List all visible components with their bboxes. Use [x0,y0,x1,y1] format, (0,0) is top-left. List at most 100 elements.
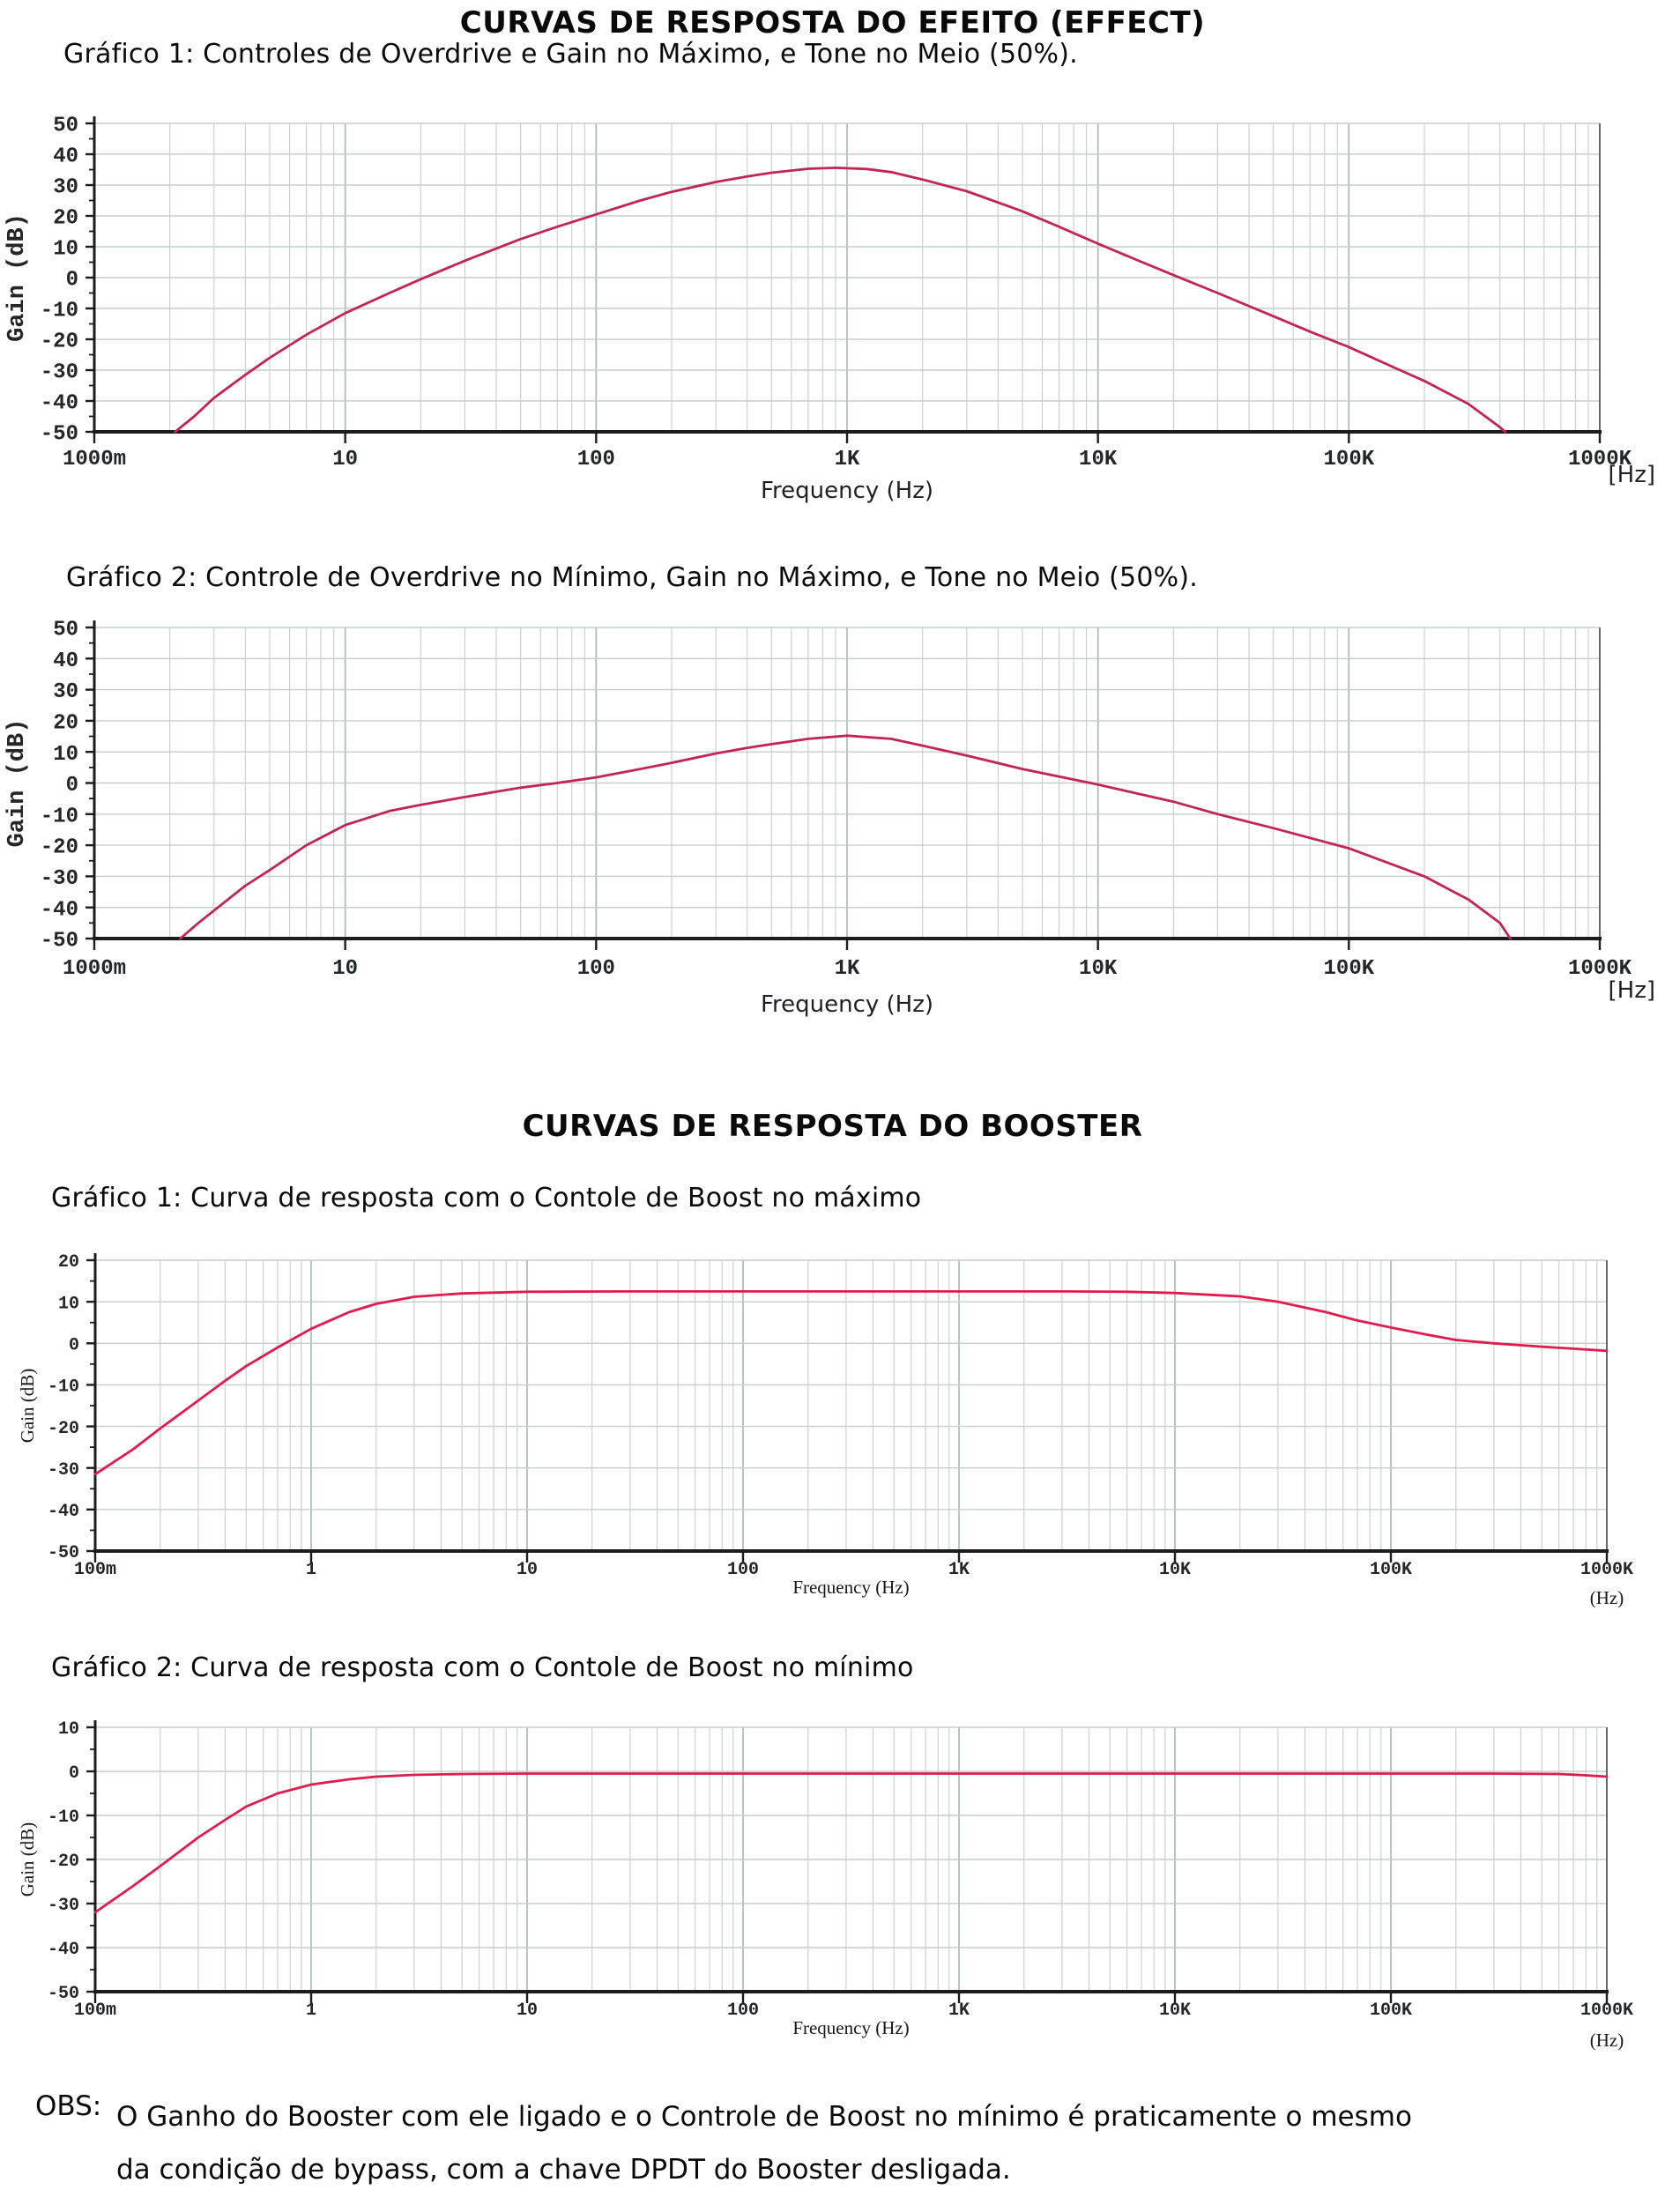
booster-chart-1-plot: -50 -40 -30 -20 -10 0 10 20 100m 1 10 100 1K 10K 100K 1… [17,1252,1633,1608]
svg-text:-10: -10 [41,805,78,828]
svg-text:1000K: 1000K [1568,448,1632,471]
axes [85,620,1602,950]
svg-text:20: 20 [53,207,78,231]
svg-text:100m: 100m [74,2000,116,2021]
svg-text:100K: 100K [1324,957,1375,981]
axes [86,1720,1609,2003]
effect-chart-2-subtitle: Gráfico 2: Controle de Overdrive no Míni… [66,562,1198,593]
svg-text:1: 1 [306,1560,316,1580]
svg-text:100m: 100m [74,1560,116,1580]
svg-text:10K: 10K [1079,957,1118,981]
x-axis-label: Frequency (Hz) [792,2017,909,2038]
svg-text:-20: -20 [48,1852,79,1872]
svg-text:30: 30 [53,680,78,704]
svg-text:40: 40 [53,145,78,169]
svg-text:-10: -10 [48,1377,79,1398]
svg-text:100: 100 [727,2000,759,2021]
svg-text:1000K: 1000K [1580,1560,1633,1580]
svg-text:40: 40 [53,649,78,673]
svg-text:-40: -40 [48,1940,79,1960]
svg-text:100: 100 [727,1560,759,1580]
effect-section-title: CURVAS DE RESPOSTA DO EFEITO (EFFECT) [459,5,1206,41]
obs-note: OBS: O Ganho do Booster com ele ligado e… [35,2090,1622,2196]
svg-text:10: 10 [53,743,78,767]
svg-text:-40: -40 [48,1502,79,1522]
axes [86,1253,1609,1563]
svg-text:1000m: 1000m [63,957,126,981]
svg-text:50: 50 [53,619,78,642]
svg-text:-10: -10 [41,300,78,323]
svg-text:10: 10 [332,448,358,471]
svg-text:100: 100 [577,957,615,981]
x-unit-label: (Hz) [1590,1587,1624,1608]
svg-text:10: 10 [332,957,358,981]
svg-text:100K: 100K [1370,1560,1412,1580]
svg-text:1000m: 1000m [63,448,126,471]
tick-labels: -50 -40 -30 -20 -10 0 10 20 100m 1 10 100 1K 10K 100K 1… [48,1252,1633,1580]
axis-titles: Frequency (Hz) [Hz] Gain (dB) [4,719,1655,1018]
svg-text:0: 0 [69,1763,79,1784]
svg-text:10K: 10K [1079,448,1118,471]
svg-text:0: 0 [69,1335,79,1355]
svg-text:1000K: 1000K [1580,2000,1633,2021]
svg-text:-50: -50 [48,1984,79,2004]
svg-text:-30: -30 [41,867,78,891]
x-unit-label: [Hz] [1609,462,1656,488]
svg-text:-10: -10 [48,1807,79,1828]
svg-text:-30: -30 [48,1896,79,1916]
svg-text:1: 1 [306,2000,316,2021]
y-axis-label: Gain (dB) [4,213,31,342]
svg-text:-20: -20 [41,836,78,860]
booster-chart-1-subtitle: Gráfico 1: Curva de resposta com o Conto… [51,1183,922,1214]
svg-text:20: 20 [58,1252,79,1273]
svg-text:1K: 1K [835,957,860,981]
svg-text:-50: -50 [41,930,78,954]
svg-text:-50: -50 [48,1543,79,1563]
obs-line-2: da condição de bypass, com a chave DPDT … [116,2154,1011,2186]
response-curve [179,734,1512,940]
axes [85,116,1602,443]
axis-titles: Frequency (Hz) (Hz) Gain (dB) [17,1369,1624,1608]
svg-text:1000K: 1000K [1568,957,1632,981]
x-unit-label: (Hz) [1590,2030,1624,2051]
grid [94,1259,1608,1552]
axis-titles: Frequency (Hz) (Hz) Gain (dB) [17,1822,1624,2051]
effect-chart-1-subtitle: Gráfico 1: Controles de Overdrive e Gain… [63,39,1078,70]
booster-section-title: CURVAS DE RESPOSTA DO BOOSTER [522,1109,1143,1144]
obs-line-1: O Ganho do Booster com ele ligado e o Co… [116,2101,1412,2133]
tick-labels: -50 -40 -30 -20 -10 0 10 20 30 40 50 1000m 10 100 1K 10… [41,619,1632,981]
response-curve [93,1772,1609,1914]
svg-text:0: 0 [66,269,78,293]
svg-text:10: 10 [58,1719,79,1740]
effect-chart-2-plot: -50 -40 -30 -20 -10 0 10 20 30 40 50 1000m 10 100 1K 10… [4,619,1655,1018]
svg-text:100K: 100K [1324,448,1375,471]
svg-text:-30: -30 [41,361,78,385]
y-axis-label: Gain (dB) [4,719,31,848]
svg-text:-20: -20 [41,330,78,354]
svg-text:100K: 100K [1370,2000,1412,2021]
svg-text:50: 50 [53,115,78,138]
svg-text:10K: 10K [1159,1560,1191,1580]
svg-text:10: 10 [53,238,78,262]
svg-text:1K: 1K [948,1560,970,1580]
response-curve [93,1290,1609,1476]
svg-text:0: 0 [66,774,78,798]
obs-text: O Ganho do Booster com ele ligado e o Co… [116,2090,1412,2196]
svg-text:1K: 1K [948,2000,970,2021]
y-axis-label: Gain (dB) [17,1369,38,1444]
svg-text:-20: -20 [48,1419,79,1439]
axis-titles: Frequency (Hz) [Hz] Gain (dB) [4,213,1655,504]
svg-text:-50: -50 [41,423,78,447]
tick-labels: -50 -40 -30 -20 -10 0 10 20 30 40 50 1000m 10 100 1K 10… [41,115,1632,471]
svg-text:30: 30 [53,176,78,200]
tick-labels: -50 -40 -30 -20 -10 0 10 100m 1 10 100 1K 10K 100K 100… [48,1719,1633,2021]
svg-text:10K: 10K [1159,2000,1191,2021]
svg-text:20: 20 [53,712,78,736]
svg-text:100: 100 [577,448,615,471]
y-axis-label: Gain (dB) [17,1822,38,1897]
booster-chart-2-subtitle: Gráfico 2: Curva de resposta com o Conto… [51,1652,914,1683]
grid [94,1726,1608,1993]
svg-text:-40: -40 [41,392,78,416]
x-axis-label: Frequency (Hz) [792,1577,909,1598]
